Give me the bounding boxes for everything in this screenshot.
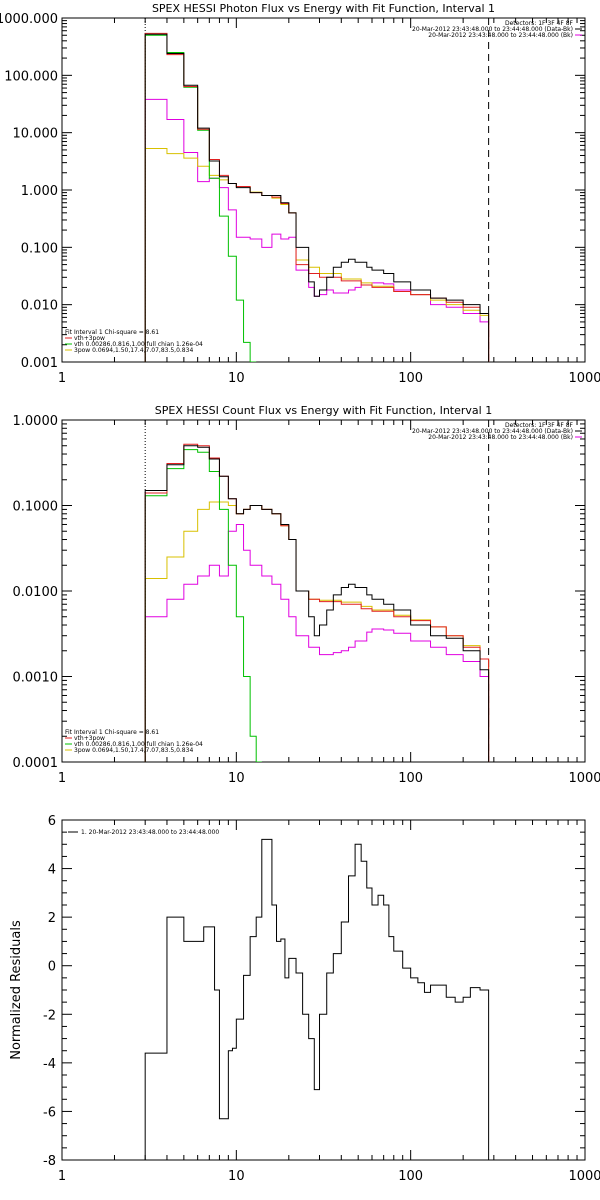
y-tick-label: 100.000 [4,69,58,84]
plot-area [144,18,490,362]
series-line-vth [144,34,257,362]
info-left-line: vth+3pow [74,735,105,742]
plot-frame [61,17,586,363]
chart-panel-3: 1 10 100 1000 -8 -6 -4 -2 0 2 4 6 Normalized Residua… [9,814,600,1184]
y-tick-label: -2 [43,1008,56,1023]
chart-panel-1: SPEX HESSI Photon Flux vs Energy with Fi… [0,2,600,386]
y-tick-label: 4 [48,863,56,878]
plot-area [144,838,490,1160]
info-left-line: 3pow 0.0694,1.50,17.4,7.07,83.5,0.834 [74,747,193,754]
x-tick-label: 1 [58,371,66,386]
info-right-line: Detectors: 1F 3F 4F 8F [505,20,574,27]
x-tick-label: 10 [228,1169,245,1184]
x-tick-label: 1000 [568,1169,600,1184]
y-axis-label: Normalized Residuals [9,920,24,1060]
series-line-vth [144,449,262,762]
y-tick-label: 0.0001 [13,756,59,771]
series-line-vth-3pow [144,443,490,762]
chart-title: SPEX HESSI Count Flux vs Energy with Fit… [155,404,492,417]
x-tick-label: 100 [398,1169,423,1184]
series-line-bk [144,523,490,762]
info-left-line: Fit Interval 1 Chi-square = 8.61 [65,729,159,736]
series-line-bk [144,98,490,362]
x-tick-label: 100 [398,371,423,386]
info-left-line: vth+3pow [74,335,105,342]
y-tick-label: 6 [48,814,56,829]
x-tick-label: 1 [58,1169,66,1184]
y-tick-label: 0 [48,960,56,975]
y-tick-label: -6 [43,1105,56,1120]
x-tick-label: 1 [58,771,66,786]
y-tick-label: 0.010 [21,299,58,314]
y-tick-label: 0.001 [21,356,58,371]
y-tick-label: 0.0100 [13,585,59,600]
y-tick-label: 0.0010 [13,671,59,686]
info-right-line: 20-Mar-2012 23:43:48.000 to 23:44:48.000… [428,434,573,441]
y-tick-label: -8 [43,1154,56,1169]
info-left-line: vth 0.00286,0.816,1.00 full chian 1.26e-… [74,341,203,348]
info-left-line: Fit Interval 1 Chi-square = 8.61 [65,329,159,336]
series-line-data-bk [144,445,490,762]
series-line-vth-3pow [144,32,490,362]
y-tick-label: 0.100 [21,241,58,256]
info-left-line: vth 0.00286,0.816,1.00 full chian 1.26e-… [74,741,203,748]
plot-frame [61,819,586,1161]
y-tick-label: 10.000 [13,127,59,142]
x-tick-label: 1000 [568,771,600,786]
y-tick-label: 2 [48,911,56,926]
series-line-data-bk [144,33,490,362]
info-left-line: 3pow 0.0694,1.50,17.4,7.07,83.5,0.834 [74,347,193,354]
x-tick-label: 10 [228,371,245,386]
info-right-line: 20-Mar-2012 23:43:48.000 to 23:44:48.000… [412,428,573,435]
chart-panel-2: SPEX HESSI Count Flux vs Energy with Fit… [13,404,600,786]
info-right-line: 20-Mar-2012 23:43:48.000 to 23:44:48.000… [412,26,573,33]
y-tick-label: -4 [43,1057,56,1072]
legend-label: 1. 20-Mar-2012 23:43:48.000 to 23:44:48.… [81,829,219,836]
series-line-1-20-mar-2012-23-43-48-000-to-23-44-48-000 [144,838,490,1160]
plot-area [144,420,490,762]
plot-frame [61,419,586,763]
chart-title: SPEX HESSI Photon Flux vs Energy with Fi… [152,2,495,15]
y-tick-label: 1000.000 [0,12,58,27]
info-right-line: Detectors: 1F 3F 4F 8F [505,422,574,429]
series-line-3pow [144,147,490,362]
y-tick-label: 0.1000 [13,500,59,515]
y-tick-label: 1.000 [21,184,58,199]
x-tick-label: 10 [228,771,245,786]
y-tick-label: 1.0000 [13,414,59,429]
series-line-3pow [144,501,490,762]
info-right-line: 20-Mar-2012 23:43:48.000 to 23:44:48.000… [428,32,573,39]
x-tick-label: 100 [398,771,423,786]
x-tick-label: 1000 [568,371,600,386]
